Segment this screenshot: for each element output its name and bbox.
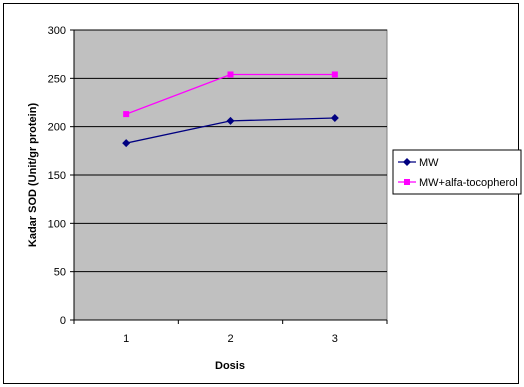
- data-point-1: [226, 116, 235, 125]
- data-point-1: [330, 113, 339, 122]
- y-tick-label: 0: [60, 315, 66, 327]
- y-tick-label: 100: [48, 218, 66, 230]
- legend-box: [392, 149, 522, 195]
- series-layer: [122, 71, 339, 148]
- gridlines: [74, 29, 387, 273]
- y-tick-label: 150: [48, 170, 66, 182]
- legend-label: MW+alfa-tocopherol: [419, 177, 518, 189]
- legend-marker: [403, 158, 411, 166]
- y-tick-label: 300: [48, 25, 66, 37]
- data-point-2: [331, 71, 338, 78]
- legend: MW MW+alfa-tocopherol: [392, 149, 522, 195]
- x-tick-label: 3: [332, 333, 338, 345]
- y-tick-label: 250: [48, 73, 66, 85]
- legend-marker: [404, 179, 410, 185]
- data-point-2: [227, 71, 234, 78]
- x-tick-label: 2: [227, 333, 233, 345]
- x-axis-title: Dosis: [215, 360, 245, 372]
- y-tick-label: 50: [54, 267, 66, 279]
- data-point-1: [122, 139, 131, 148]
- y-tick-label: 200: [48, 122, 66, 134]
- axes: 0 50 100 150 200 250 300 1 2 3: [48, 25, 388, 345]
- x-tick-label: 1: [123, 333, 129, 345]
- legend-label: MW: [419, 157, 439, 169]
- data-point-2: [123, 111, 130, 118]
- y-axis-title: Kadar SOD (Unit/gr protein): [27, 103, 39, 248]
